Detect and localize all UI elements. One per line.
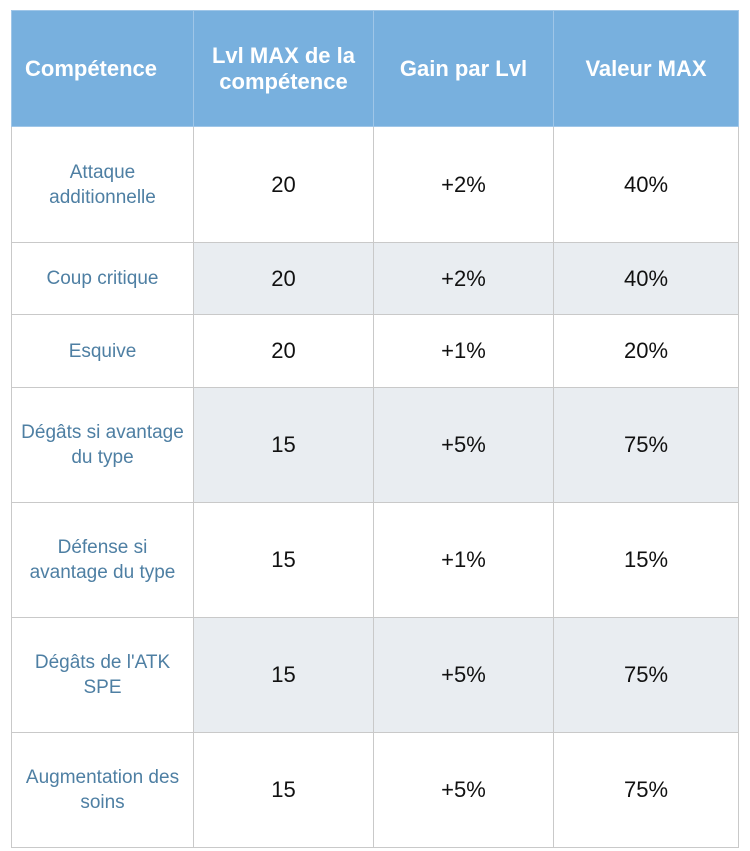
- table-row: Augmentation des soins 15 +5% 75%: [11, 732, 739, 848]
- header-row: Compétence Lvl MAX de la compétence Gain…: [11, 10, 739, 127]
- max-value-cell: 75%: [553, 617, 739, 733]
- gain-cell: +5%: [373, 617, 554, 733]
- max-value-cell: 40%: [553, 126, 739, 243]
- max-value-cell: 40%: [553, 242, 739, 315]
- lvl-max-cell: 15: [193, 732, 374, 848]
- gain-cell: +5%: [373, 732, 554, 848]
- table-row: Défense si avantage du type 15 +1% 15%: [11, 502, 739, 618]
- header-competence: Compétence: [11, 10, 194, 127]
- lvl-max-cell: 15: [193, 502, 374, 618]
- table-row: Dégâts si avantage du type 15 +5% 75%: [11, 387, 739, 503]
- max-value-cell: 20%: [553, 314, 739, 388]
- header-valeur-max: Valeur MAX: [553, 10, 739, 127]
- lvl-max-cell: 20: [193, 242, 374, 315]
- max-value-cell: 75%: [553, 387, 739, 503]
- gain-cell: +1%: [373, 314, 554, 388]
- lvl-max-cell: 20: [193, 314, 374, 388]
- table-body: Attaque additionnelle 20 +2% 40% Coup cr…: [11, 126, 739, 848]
- skill-name: Attaque additionnelle: [11, 126, 194, 243]
- gain-cell: +1%: [373, 502, 554, 618]
- skill-name: Dégâts si avantage du type: [11, 387, 194, 503]
- skill-name: Augmentation des soins: [11, 732, 194, 848]
- max-value-cell: 75%: [553, 732, 739, 848]
- table-row: Attaque additionnelle 20 +2% 40%: [11, 126, 739, 243]
- skill-name: Esquive: [11, 314, 194, 388]
- table-header: Compétence Lvl MAX de la compétence Gain…: [11, 10, 739, 127]
- skill-name: Défense si avantage du type: [11, 502, 194, 618]
- header-gain-par-lvl: Gain par Lvl: [373, 10, 554, 127]
- gain-cell: +5%: [373, 387, 554, 503]
- header-lvl-max: Lvl MAX de la compétence: [193, 10, 374, 127]
- lvl-max-cell: 15: [193, 387, 374, 503]
- skill-name: Dégâts de l'ATK SPE: [11, 617, 194, 733]
- skills-table: Compétence Lvl MAX de la compétence Gain…: [11, 10, 739, 848]
- table-row: Coup critique 20 +2% 40%: [11, 242, 739, 315]
- table-row: Dégâts de l'ATK SPE 15 +5% 75%: [11, 617, 739, 733]
- skill-name: Coup critique: [11, 242, 194, 315]
- lvl-max-cell: 20: [193, 126, 374, 243]
- max-value-cell: 15%: [553, 502, 739, 618]
- gain-cell: +2%: [373, 242, 554, 315]
- lvl-max-cell: 15: [193, 617, 374, 733]
- gain-cell: +2%: [373, 126, 554, 243]
- table-row: Esquive 20 +1% 20%: [11, 314, 739, 388]
